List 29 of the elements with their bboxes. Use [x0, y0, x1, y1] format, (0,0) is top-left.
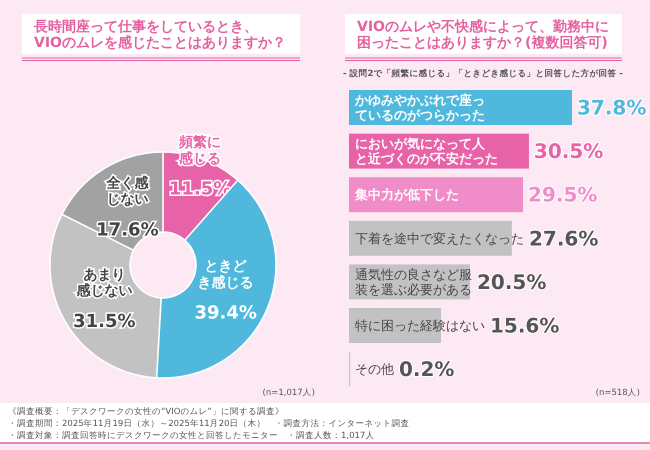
data-label: 31.5%	[73, 310, 136, 332]
data-label: 0.2%	[399, 357, 454, 382]
slice-label: ときどき感じる	[198, 258, 254, 291]
data-label: 17.6%	[96, 219, 159, 240]
data-label: 37.8%	[577, 96, 646, 120]
y-tick-label: においが気になって人と近づくのが不安だった	[355, 137, 498, 168]
data-label: 20.5%	[477, 270, 546, 294]
text: ・調査対象：調査回答時にデスクワークの女性と回答したモニター ・調査人数：1,017人	[8, 430, 374, 441]
y-tick-label: 下着を途中で変えたくなった	[355, 230, 524, 247]
data-label: 29.5%	[528, 182, 598, 207]
y-tick-label: その他	[355, 362, 394, 378]
y-tick-label: 集中力が低下した	[354, 188, 459, 204]
slice-label: 全く感じない	[105, 175, 150, 208]
y-tick-label: かゆみやかぶれで座っているのがつらかった	[354, 92, 485, 124]
chart-title: VIOのムレや不快感によって、勤務中に困ったことはありますか？(複数回答可)	[357, 19, 609, 52]
y-tick-label: 特に困った経験はない	[355, 319, 485, 334]
text: 《調査概要：「デスクワークの女性の“VIOのムレ”」に関する調査》	[8, 406, 284, 417]
data-label: 27.6%	[529, 226, 598, 250]
bar	[349, 220, 512, 256]
data-label: 39.4%	[194, 302, 257, 324]
data-label: 30.5%	[534, 139, 604, 164]
text: ・調査期間：2025年11月19日（水）～2025年11月20日（木） ・調査方法：インターネット調査	[8, 418, 410, 429]
slice-label: あまり感じない	[75, 266, 132, 300]
text: (n=1,017人)	[262, 387, 315, 398]
chart-subtitle: - 設問2で「頻繁に感じる」「ときどき感じる」と回答した方が回答 -	[343, 68, 624, 79]
data-label: 15.6%	[490, 314, 560, 338]
chart-title: 長時間座って仕事をしているとき、VIOのムレを感じたことはありますか？	[33, 18, 286, 52]
y-tick-label: 通気性の良さなど服装を選ぶ必要がある	[355, 268, 472, 298]
text: (n=518人)	[596, 387, 640, 398]
